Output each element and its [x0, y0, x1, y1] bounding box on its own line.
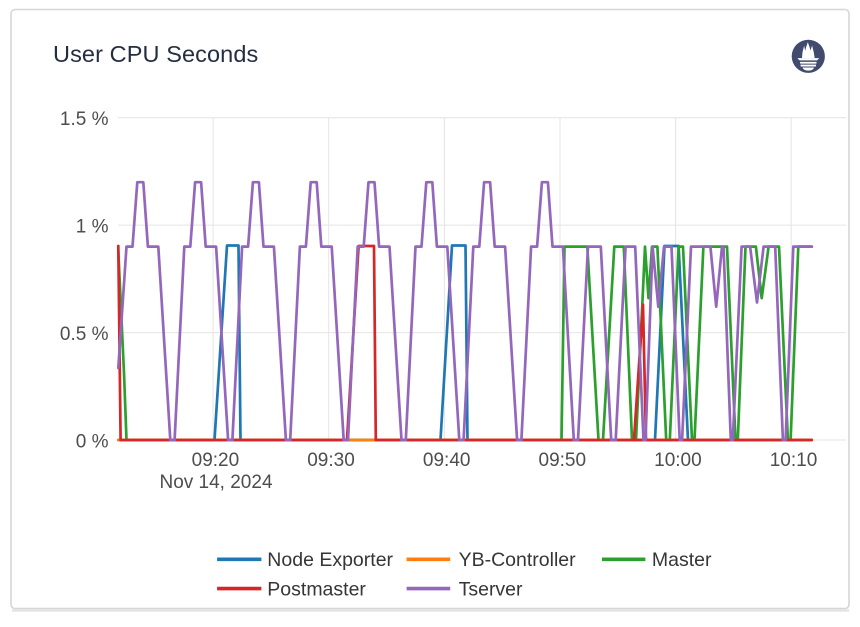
svg-text:Node Exporter: Node Exporter [267, 549, 393, 571]
svg-text:0 %: 0 % [76, 432, 109, 453]
svg-text:09:20: 09:20 [192, 450, 240, 471]
svg-text:09:30: 09:30 [307, 450, 355, 471]
svg-text:1.5 %: 1.5 % [60, 109, 109, 130]
svg-text:10:10: 10:10 [770, 450, 818, 471]
svg-text:Tserver: Tserver [459, 578, 523, 600]
svg-text:Postmaster: Postmaster [267, 578, 366, 600]
svg-text:Master: Master [652, 549, 712, 571]
svg-text:User CPU Seconds: User CPU Seconds [53, 41, 258, 67]
svg-text:09:40: 09:40 [423, 450, 471, 471]
svg-text:0.5 %: 0.5 % [60, 324, 109, 345]
svg-text:09:50: 09:50 [539, 450, 587, 471]
svg-text:10:00: 10:00 [654, 450, 702, 471]
svg-text:Nov 14, 2024: Nov 14, 2024 [159, 472, 272, 493]
svg-text:1 %: 1 % [76, 217, 109, 238]
svg-text:YB-Controller: YB-Controller [459, 549, 577, 571]
